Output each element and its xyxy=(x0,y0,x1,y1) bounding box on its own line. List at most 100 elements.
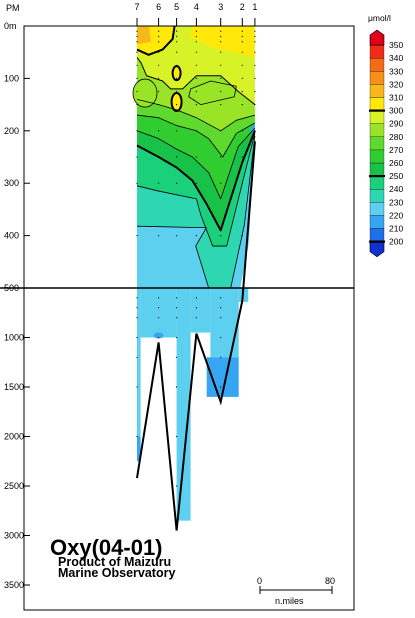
colorbar-level-label: 210 xyxy=(389,224,403,234)
sample-point xyxy=(220,130,222,132)
sample-point xyxy=(176,51,178,53)
sample-point xyxy=(195,51,197,53)
colorbar-bin xyxy=(369,58,385,72)
field-315 xyxy=(137,26,151,45)
sample-point xyxy=(136,156,138,158)
sample-point xyxy=(220,104,222,106)
sample-point xyxy=(220,64,222,66)
depth-label: 300 xyxy=(4,178,19,188)
colorbar-unit: μmol/l xyxy=(368,13,391,23)
scale-bar-start-label: 0 xyxy=(257,576,262,586)
sample-point xyxy=(176,235,178,237)
sample-point xyxy=(176,435,178,438)
sample-point xyxy=(220,77,222,79)
colorbar-bin xyxy=(369,162,385,177)
sample-point xyxy=(136,41,138,43)
sample-point xyxy=(176,485,178,487)
sample-point xyxy=(254,77,256,79)
depth-label: 0m xyxy=(4,21,17,31)
sample-point xyxy=(254,30,256,32)
sample-point xyxy=(195,156,197,158)
sample-point xyxy=(158,307,160,309)
sample-point xyxy=(254,130,256,132)
depth-label: 3500 xyxy=(4,580,24,590)
colorbar-level-label: 340 xyxy=(389,53,403,63)
sample-point xyxy=(220,386,222,388)
colorbar-bin xyxy=(369,97,385,111)
bottom-profile-line xyxy=(136,141,256,531)
sample-point xyxy=(158,51,160,53)
sample-point xyxy=(195,130,197,132)
sample-point xyxy=(158,317,160,319)
colorbar-level-label: 200 xyxy=(389,237,403,247)
sample-point xyxy=(241,104,243,106)
colorbar-level-label: 290 xyxy=(389,119,403,129)
contour-line xyxy=(230,135,256,288)
sample-point xyxy=(195,182,197,184)
sample-point xyxy=(195,35,197,38)
sample-point xyxy=(254,64,256,66)
sample-point xyxy=(136,386,138,388)
sample-point xyxy=(158,30,160,32)
colorbar-bin xyxy=(369,149,385,164)
contour-line xyxy=(136,127,256,200)
sample-point xyxy=(136,130,138,132)
sample-point xyxy=(158,90,160,93)
sample-point xyxy=(195,307,197,309)
station-label: 1 xyxy=(252,2,257,12)
depth-ticks: 0m 100 200 300 400 500 1000 1500 2000 2500 3000 350… xyxy=(4,21,30,590)
sample-point xyxy=(176,41,178,43)
scale-bar-unit: n.miles xyxy=(275,596,304,606)
colorbar-level-label: 350 xyxy=(389,40,403,50)
sample-point xyxy=(176,356,178,358)
station-label: 5 xyxy=(174,2,179,12)
station-label: 7 xyxy=(135,2,140,12)
sample-point xyxy=(241,30,243,32)
station-label: 4 xyxy=(194,2,199,12)
station-label: 2 xyxy=(240,2,245,12)
depth-label: 100 xyxy=(4,73,19,83)
colorbar-level-label: 250 xyxy=(389,171,403,181)
lower-section-fields xyxy=(137,288,249,521)
sample-point xyxy=(241,35,243,38)
sample-point xyxy=(136,235,138,237)
chart-title: Oxy(04-01) xyxy=(50,535,163,560)
contour-lines xyxy=(132,26,256,288)
sample-point xyxy=(136,307,138,309)
sample-point xyxy=(241,182,243,184)
station-axis-label: PM xyxy=(6,3,20,13)
sample-point xyxy=(176,30,178,32)
colorbar-bin xyxy=(369,228,385,242)
colorbar-bin xyxy=(369,123,385,137)
sample-point xyxy=(136,51,138,53)
sample-point xyxy=(176,104,178,106)
field-215 xyxy=(137,436,141,462)
colorbar-bin xyxy=(369,29,385,46)
contour-line xyxy=(188,80,237,105)
sample-point xyxy=(158,77,160,79)
colorbar-level-label: 320 xyxy=(389,79,403,89)
sample-point xyxy=(176,182,178,184)
contour-line xyxy=(171,65,182,82)
field-225 xyxy=(140,288,177,338)
sample-point xyxy=(254,35,256,38)
sample-point xyxy=(220,90,222,93)
sample-point xyxy=(254,104,256,106)
sample-point xyxy=(220,317,222,319)
sample-point xyxy=(220,182,222,184)
seafloor-mask xyxy=(254,26,295,131)
sample-point xyxy=(176,64,178,66)
colorbar-bin xyxy=(369,136,385,151)
depth-label: 1000 xyxy=(4,333,24,343)
sample-point xyxy=(158,104,160,106)
field-pocket xyxy=(171,92,182,111)
sample-point xyxy=(136,77,138,79)
sample-point xyxy=(136,297,138,299)
depth-label: 2000 xyxy=(4,432,24,442)
colorbar-level-label: 310 xyxy=(389,93,403,103)
sample-point xyxy=(220,41,222,43)
contour-line xyxy=(136,225,210,288)
scale-bar-end-label: 80 xyxy=(325,576,335,586)
sample-point xyxy=(241,41,243,43)
